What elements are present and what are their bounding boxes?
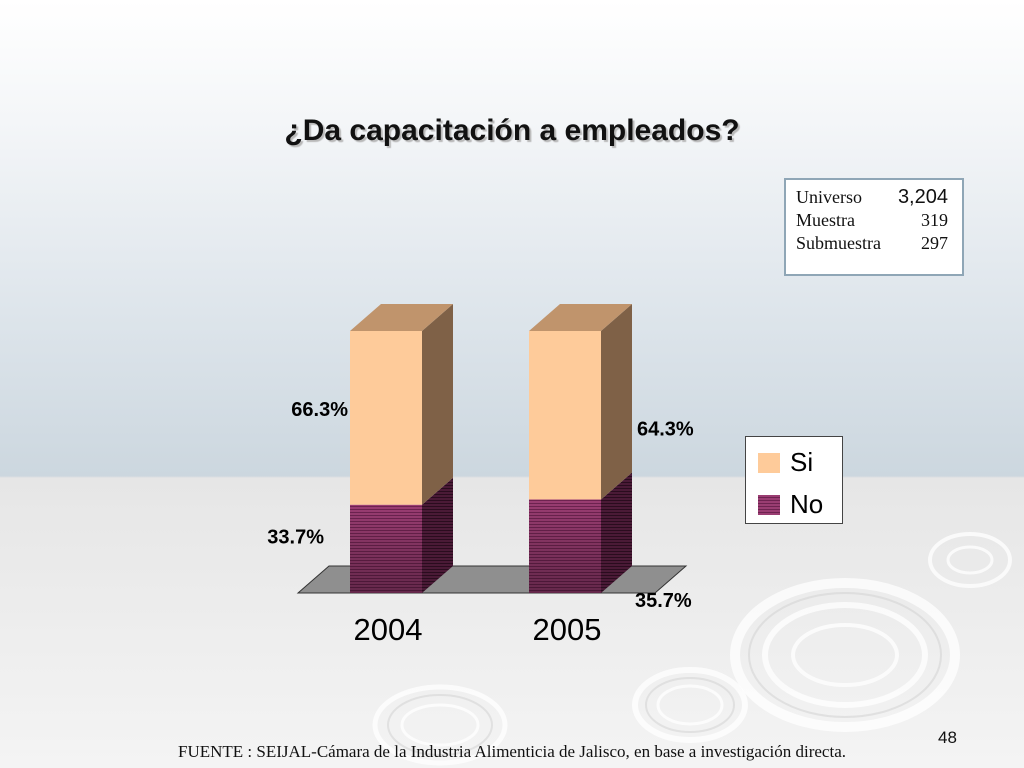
bar-no-side-2005: [601, 472, 632, 593]
data-label-no-2005: 35.7%: [635, 590, 692, 612]
page-number: 48: [938, 728, 957, 747]
sample-info-box: Universo 3,204 Muestra 319 Submuestra 29…: [784, 178, 964, 276]
universo-row: Universo 3,204: [796, 186, 962, 209]
source-note: FUENTE : SEIJAL-Cámara de la Industria A…: [178, 742, 846, 761]
data-label-si-2004: 66.3%: [291, 399, 348, 421]
data-label-si-2005: 64.3%: [637, 419, 694, 441]
bar-no-shade-2005: [529, 499, 601, 593]
slide-title: ¿Da capacitación a empleados?: [284, 114, 740, 147]
bar-si-top-2005: [529, 304, 632, 331]
universo-label: Universo: [796, 187, 862, 207]
bar-no-shade-2004: [350, 504, 422, 593]
bar-no-side-2004: [422, 477, 453, 593]
submuestra-label: Submuestra: [796, 233, 881, 253]
x-tick-label-2005: 2005: [533, 612, 602, 647]
bar-group-2004: [350, 304, 453, 593]
muestra-value: 319: [921, 210, 948, 230]
bar-si-top-2004: [350, 304, 453, 331]
submuestra-value: 297: [921, 233, 948, 253]
bar-si-2005: [529, 331, 601, 500]
x-tick-label-2004: 2004: [354, 612, 423, 647]
muestra-row: Muestra 319: [796, 209, 962, 232]
legend-label-no: No: [790, 489, 824, 519]
submuestra-row: Submuestra 297: [796, 232, 962, 255]
bar-si-side-2004: [422, 304, 453, 505]
data-label-no-2004: 33.7%: [267, 527, 324, 549]
bar-group-2005: [529, 304, 632, 593]
chart-legend: Si No: [745, 436, 843, 524]
legend-swatch-si: [758, 453, 780, 473]
bar-si-2004: [350, 331, 422, 505]
bar-si-side-2005: [601, 304, 632, 500]
legend-label-si: Si: [790, 447, 814, 477]
legend-swatch-no: [758, 495, 780, 515]
muestra-label: Muestra: [796, 210, 855, 230]
universo-value: 3,204: [897, 186, 948, 208]
